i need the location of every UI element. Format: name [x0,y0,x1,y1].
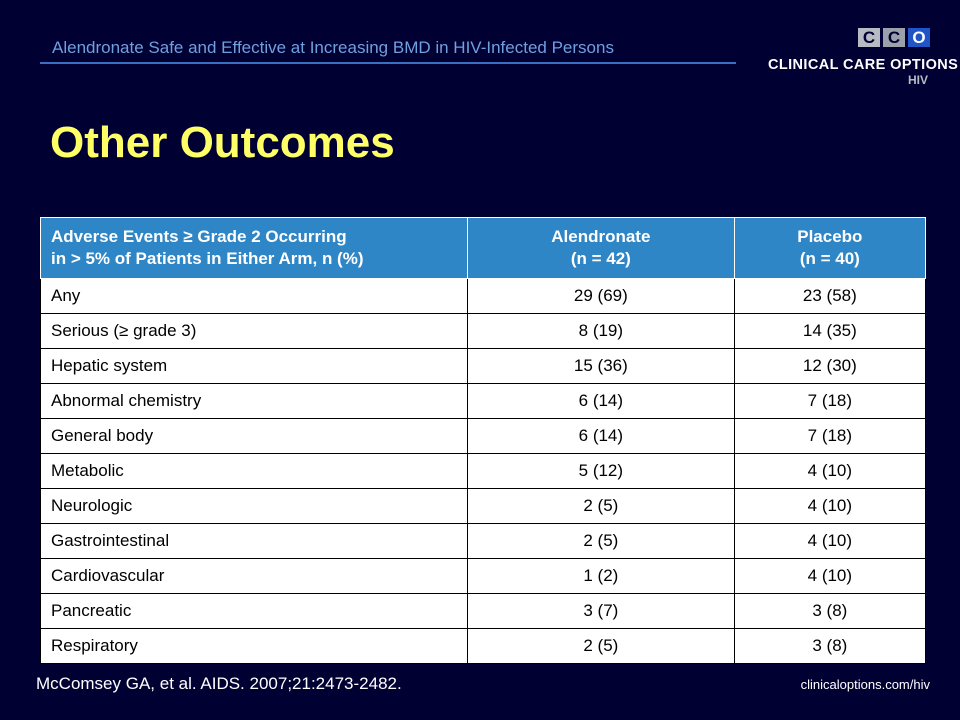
table-row: Serious (≥ grade 3) 8 (19) 14 (35) [40,313,927,349]
placebo-cell: 14 (35) [733,313,927,349]
column-header-line: Adverse Events ≥ Grade 2 Occurring [51,227,347,246]
table-header-row: Adverse Events ≥ Grade 2 Occurring in > … [40,217,927,279]
row-label: Neurologic [40,488,468,524]
placebo-cell: 7 (18) [733,383,927,419]
column-header-line: Alendronate [551,227,651,246]
table-row: Abnormal chemistry 6 (14) 7 (18) [40,383,927,419]
alendronate-cell: 8 (19) [467,313,735,349]
alendronate-cell: 1 (2) [467,558,735,594]
table-row: Any 29 (69) 23 (58) [40,278,927,314]
alendronate-cell: 29 (69) [467,278,735,314]
placebo-cell: 4 (10) [733,558,927,594]
slide-title: Other Outcomes [50,118,395,167]
table-row: Respiratory 2 (5) 3 (8) [40,628,927,664]
row-label: Abnormal chemistry [40,383,468,419]
alendronate-cell: 2 (5) [467,523,735,559]
footer-url: clinicaloptions.com/hiv [800,677,930,692]
alendronate-cell: 15 (36) [467,348,735,384]
row-label: Gastrointestinal [40,523,468,559]
column-header-adverse-events: Adverse Events ≥ Grade 2 Occurring in > … [40,217,468,279]
placebo-cell: 3 (8) [733,593,927,629]
column-header-line: (n = 42) [570,249,631,268]
header-rule [40,62,736,64]
alendronate-cell: 2 (5) [467,628,735,664]
row-label: Any [40,278,468,314]
column-header-alendronate: Alendronate (n = 42) [467,217,735,279]
alendronate-cell: 5 (12) [467,453,735,489]
placebo-cell: 3 (8) [733,628,927,664]
alendronate-cell: 6 (14) [467,383,735,419]
table-row: Metabolic 5 (12) 4 (10) [40,453,927,489]
row-label: Respiratory [40,628,468,664]
logo-name: CLINICAL CARE OPTIONS [768,57,959,73]
row-label: Hepatic system [40,348,468,384]
alendronate-cell: 3 (7) [467,593,735,629]
column-header-line: in > 5% of Patients in Either Arm, n (%) [51,249,364,268]
table-row: Pancreatic 3 (7) 3 (8) [40,593,927,629]
table-row: Neurologic 2 (5) 4 (10) [40,488,927,524]
row-label: Serious (≥ grade 3) [40,313,468,349]
logo-letter-2: C [883,28,905,47]
logo-letter-3: O [908,28,930,47]
placebo-cell: 23 (58) [733,278,927,314]
placebo-cell: 7 (18) [733,418,927,454]
clinical-care-options-logo: C C O CLINICAL CARE OPTIONS HIV [768,28,959,88]
row-label: General body [40,418,468,454]
placebo-cell: 4 (10) [733,488,927,524]
column-header-line: (n = 40) [799,249,860,268]
citation: McComsey GA, et al. AIDS. 2007;21:2473-2… [36,674,402,693]
row-label: Pancreatic [40,593,468,629]
adverse-events-table: Adverse Events ≥ Grade 2 Occurring in > … [40,217,927,664]
logo-letter-1: C [858,28,880,47]
logo-letter-boxes: C C O [855,28,930,47]
placebo-cell: 12 (30) [733,348,927,384]
table-row: General body 6 (14) 7 (18) [40,418,927,454]
alendronate-cell: 6 (14) [467,418,735,454]
placebo-cell: 4 (10) [733,453,927,489]
alendronate-cell: 2 (5) [467,488,735,524]
row-label: Metabolic [40,453,468,489]
column-header-placebo: Placebo (n = 40) [733,217,927,279]
table-row: Cardiovascular 1 (2) 4 (10) [40,558,927,594]
column-header-line: Placebo [797,227,863,246]
row-label: Cardiovascular [40,558,468,594]
logo-sub: HIV [907,73,928,87]
table-row: Hepatic system 15 (36) 12 (30) [40,348,927,384]
table-row: Gastrointestinal 2 (5) 4 (10) [40,523,927,559]
header-title: Alendronate Safe and Effective at Increa… [52,38,614,57]
placebo-cell: 4 (10) [733,523,927,559]
